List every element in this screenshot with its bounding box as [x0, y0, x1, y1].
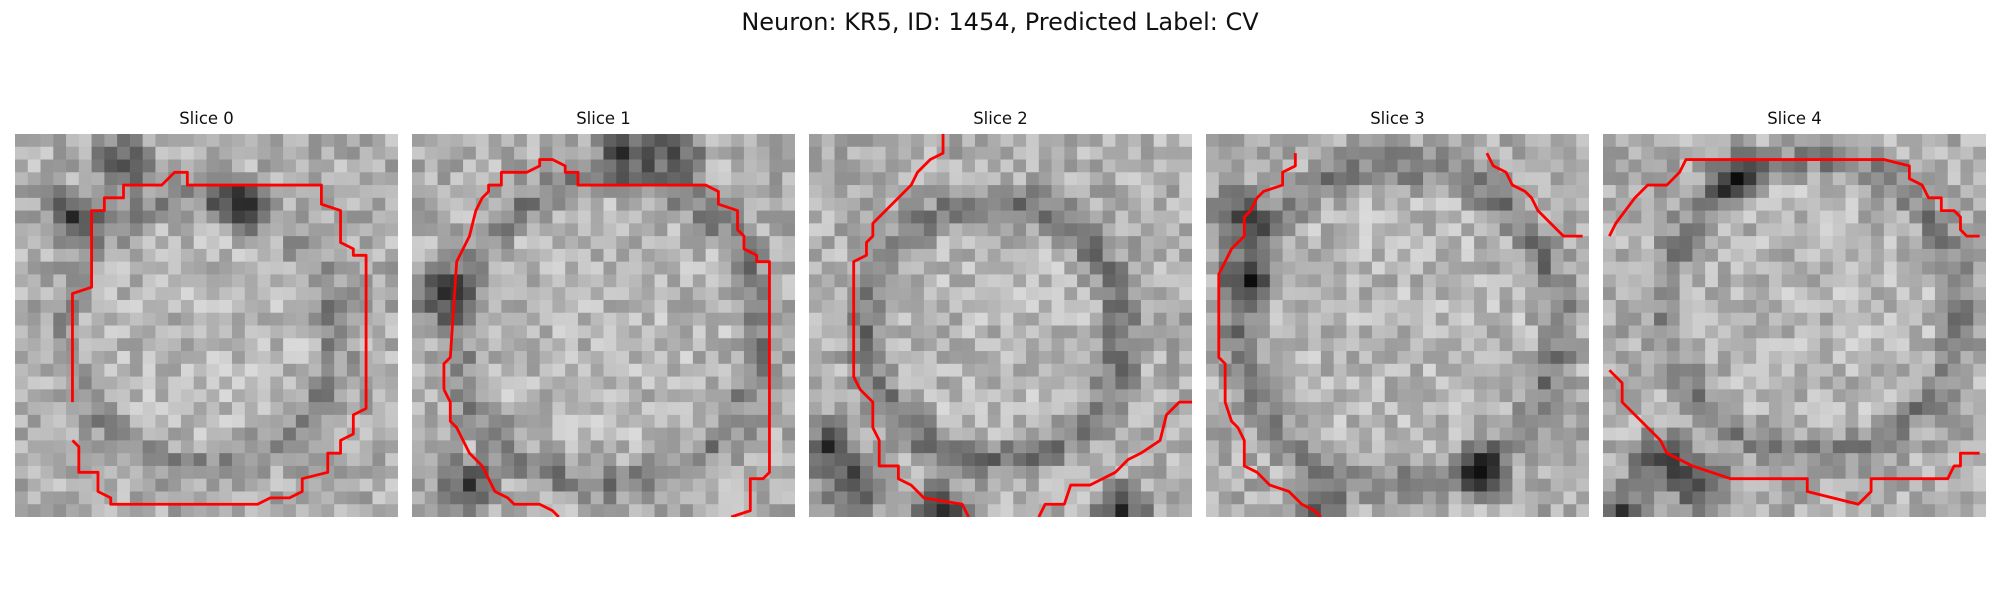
slice-panel-2: Slice 2 — [809, 108, 1192, 517]
slice-title: Slice 4 — [1767, 109, 1822, 128]
segmentation-contour — [852, 134, 970, 517]
slice-image — [1603, 134, 1986, 517]
slice-panel-1: Slice 1 — [412, 108, 795, 517]
figure-title: Neuron: KR5, ID: 1454, Predicted Label: … — [741, 8, 1259, 36]
segmentation-contour — [1608, 369, 1980, 506]
slice-image — [412, 134, 795, 517]
segmentation-contour — [71, 170, 368, 506]
segmentation-contour — [1217, 153, 1322, 517]
segmentation-contour — [1608, 158, 1980, 238]
segmentation-contour — [1037, 400, 1192, 517]
segmentation-contour — [442, 158, 771, 517]
segmentation-contour — [1485, 152, 1583, 238]
slice-title: Slice 3 — [1370, 109, 1425, 128]
slice-panel-0: Slice 0 — [15, 108, 398, 517]
slice-image — [15, 134, 398, 517]
slice-title: Slice 1 — [576, 109, 631, 128]
slice-image — [1206, 134, 1589, 517]
slice-panel-3: Slice 3 — [1206, 108, 1589, 517]
slice-panel-4: Slice 4 — [1603, 108, 1986, 517]
slice-title: Slice 0 — [179, 109, 234, 128]
segmentation-contour — [442, 388, 560, 517]
slice-image — [809, 134, 1192, 517]
slice-title: Slice 2 — [973, 109, 1028, 128]
